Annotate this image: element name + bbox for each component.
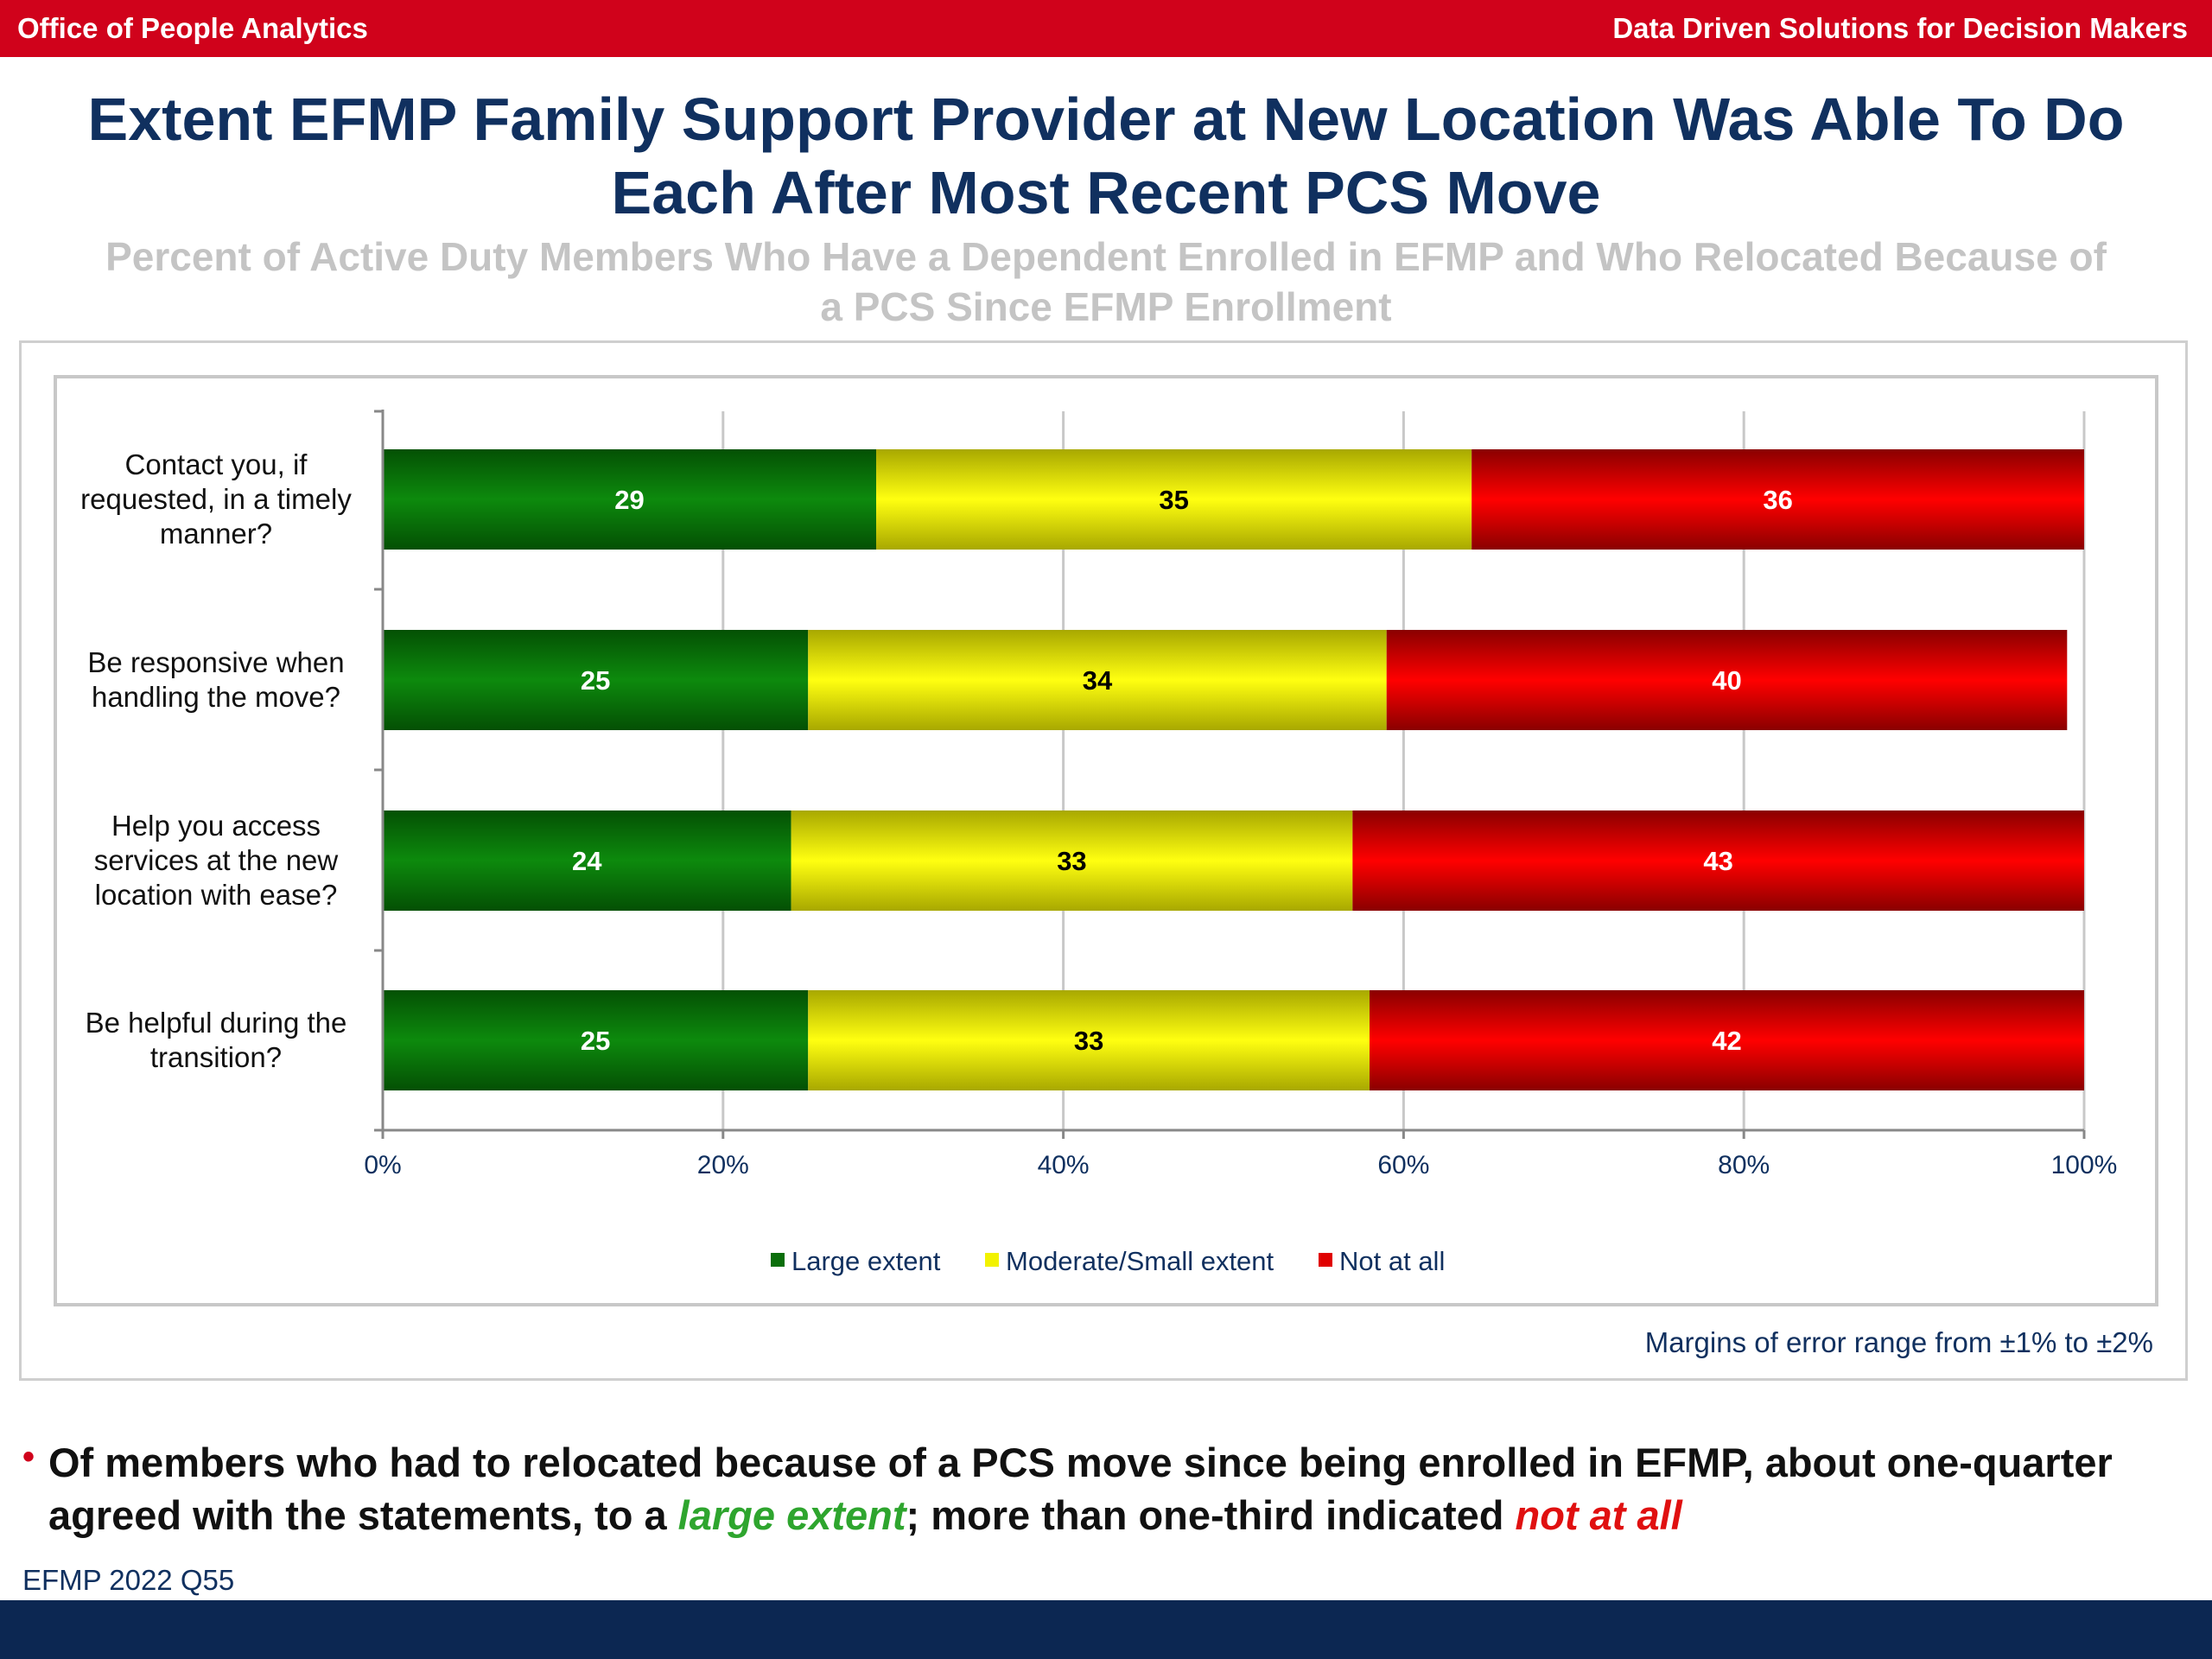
category-label-line: Be helpful during the xyxy=(86,1007,347,1039)
bar-segment xyxy=(383,990,809,1090)
x-tick-label: 0% xyxy=(364,1151,401,1179)
category-label: Contact you, if requested, in a timely man… xyxy=(80,448,352,550)
bar-segment xyxy=(791,810,1353,911)
category-label-line: services at the new xyxy=(94,844,339,876)
data-label: 42 xyxy=(1712,1026,1741,1056)
legend-label: Moderate/Small extent xyxy=(1006,1246,1274,1276)
data-label: 33 xyxy=(1057,846,1086,876)
page-title-line-1: Extent EFMP Family Support Provider at N… xyxy=(87,86,2125,153)
bar-segment xyxy=(1471,449,2084,550)
bar-segment xyxy=(808,990,1370,1090)
legend-swatch xyxy=(771,1253,785,1267)
page-title-line-2: Each After Most Recent PCS Move xyxy=(611,159,1601,226)
data-label: 33 xyxy=(1074,1026,1103,1056)
key-finding-highlight-large-extent: large extent xyxy=(677,1492,906,1538)
data-label: 40 xyxy=(1712,665,1741,696)
key-finding: Of members who had to relocated because … xyxy=(48,1436,2157,1541)
category-label: Be helpful during the transition? xyxy=(86,1007,347,1073)
key-finding-text-1: Of members who had to relocated because … xyxy=(48,1440,2113,1538)
bar-segment xyxy=(1352,810,2084,911)
category-label-line: Contact you, if xyxy=(125,448,308,480)
margin-of-error-note: Margins of error range from ±1% to ±2% xyxy=(1644,1326,2153,1358)
x-tick-label: 40% xyxy=(1038,1151,1090,1179)
legend-label: Not at all xyxy=(1339,1246,1445,1276)
legend-label: Large extent xyxy=(791,1246,941,1276)
category-label-line: Be responsive when xyxy=(87,646,344,678)
page-subtitle-line-1: Percent of Active Duty Members Who Have … xyxy=(105,234,2107,279)
data-label: 36 xyxy=(1763,485,1792,515)
axes: 0% 20% 40% 60% 80% 100% xyxy=(364,410,2117,1179)
bullet-marker: • xyxy=(22,1438,35,1476)
bar-segment xyxy=(383,449,877,550)
data-label: 25 xyxy=(581,665,610,696)
x-tick-label: 80% xyxy=(1718,1151,1770,1179)
bar-segment xyxy=(383,810,791,911)
bar-segment xyxy=(808,630,1387,730)
header-tagline: Data Driven Solutions for Decision Maker… xyxy=(1612,12,2188,44)
bars: 29 35 36 25 34 40 24 33 43 25 33 42 xyxy=(383,449,2084,1090)
x-tick-label: 100% xyxy=(2051,1151,2118,1179)
category-label-line: Help you access xyxy=(111,810,321,842)
legend: Large extent Moderate/Small extent Not at … xyxy=(771,1246,1445,1276)
data-label: 29 xyxy=(614,485,644,515)
key-finding-text-2: ; more than one-third indicated xyxy=(906,1492,1516,1538)
data-label: 43 xyxy=(1703,846,1732,876)
category-label: Help you access services at the new locati… xyxy=(94,810,339,911)
category-label-line: location with ease? xyxy=(95,879,338,911)
page-subtitle: Percent of Active Duty Members Who Have … xyxy=(17,232,2195,332)
category-label-line: requested, in a timely xyxy=(80,483,352,515)
data-label: 34 xyxy=(1083,665,1113,696)
header-bar: Office of People Analytics Data Driven S… xyxy=(0,0,2212,57)
data-label: 35 xyxy=(1159,485,1188,515)
footer-bar xyxy=(0,1600,2212,1659)
data-label: 25 xyxy=(581,1026,610,1056)
data-label: 24 xyxy=(572,846,602,876)
category-label-line: manner? xyxy=(160,518,272,550)
category-label: Be responsive when handling the move? xyxy=(87,646,344,713)
key-finding-highlight-not-at-all: not at all xyxy=(1515,1492,1682,1538)
category-labels: Contact you, if requested, in a timely man… xyxy=(80,448,352,1073)
legend-swatch xyxy=(985,1253,999,1267)
page-title: Extent EFMP Family Support Provider at N… xyxy=(35,83,2177,230)
bar-segment xyxy=(876,449,1472,550)
bar-segment xyxy=(1386,630,2068,730)
bar-segment xyxy=(383,630,809,730)
x-tick-label: 60% xyxy=(1377,1151,1429,1179)
x-tick-label: 20% xyxy=(697,1151,749,1179)
category-label-line: transition? xyxy=(150,1041,282,1073)
legend-swatch xyxy=(1319,1253,1332,1267)
category-label-line: handling the move? xyxy=(92,681,340,713)
bar-segment xyxy=(1370,990,2084,1090)
page-subtitle-line-2: a PCS Since EFMP Enrollment xyxy=(820,284,1392,329)
header-org-name: Office of People Analytics xyxy=(17,12,368,44)
source-note: EFMP 2022 Q55 xyxy=(22,1564,235,1596)
